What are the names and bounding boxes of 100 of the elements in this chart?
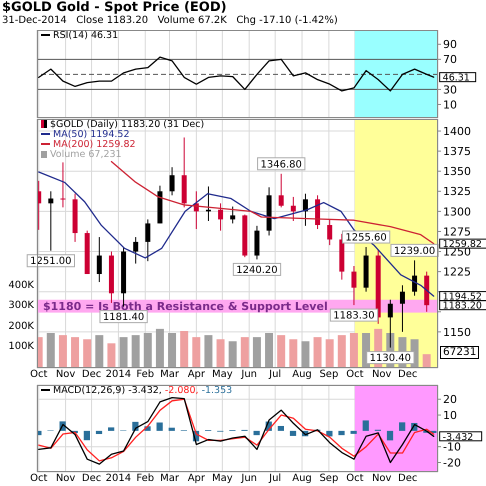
bar [290,430,296,436]
x-tick-label: Jun [240,369,258,380]
x-tick-label: Oct [346,473,364,484]
candlestick [351,265,356,306]
bar [156,328,164,368]
bar [132,335,140,368]
bar [350,333,358,368]
y-tick-label: 20 [443,393,457,406]
y-tick-label: 1350 [443,165,471,178]
y-tick-label: 1400 [443,124,471,138]
bar [265,333,274,368]
annotation: 1194.52 [442,292,482,303]
annotation: 1346.80 [260,159,302,170]
bar [254,430,260,436]
y-tick-label: 1325 [443,185,471,198]
bar [301,341,310,368]
candlestick [400,284,405,332]
candlestick [290,196,296,222]
candlestick [412,260,418,296]
candlestick [278,173,284,208]
bar [314,337,322,368]
bar [278,426,284,431]
y2-tick-label: 400K [8,280,34,292]
y-tick-label: -10 [443,440,461,454]
bar [350,430,357,434]
x-tick-label: Aug [292,473,312,484]
y-tick-label: 10 [443,408,457,422]
bar [120,337,128,368]
bar [216,339,225,368]
x-tick-label: Dec [82,473,102,484]
candlestick [145,218,150,262]
y2-tick-label: 200K [8,320,34,333]
x-tick-label: Nov [56,473,76,484]
y2-tick-label: 100K [8,341,34,354]
bar [422,354,431,368]
annotation: 1240.20 [236,264,278,276]
annotation: 1181.40 [102,312,144,324]
bar [338,430,345,436]
bar [386,430,394,440]
y-tick-label: 70 [443,53,457,66]
legend-label: MA(200) 1259.82 [53,139,136,150]
bar [96,430,102,434]
candlestick [96,236,102,283]
bar [168,428,175,431]
legend-label: RSI(14) 46.31 [53,30,118,41]
bar [399,422,406,431]
text: -1.353 [200,385,232,396]
x-tick-label: Dec [398,369,418,380]
bar [58,335,67,368]
y2-tick-label: 300K [8,300,34,312]
y-tick-label: 1150 [443,326,471,339]
legend-title: MACD(12,26,9) [53,385,126,396]
x-tick-label: Nov [56,369,76,380]
band-label: $1180 = Is Both a Resistance & Support Level [43,300,328,314]
x-tick-label: Oct [30,369,48,380]
y-tick-label: 1375 [443,145,471,158]
annotation: 1239.00 [394,246,436,257]
bar [326,339,334,368]
x-tick-label: Oct [346,369,364,380]
series-label: -3.432, [127,385,162,396]
bar [108,427,114,431]
y-tick-label: 1300 [443,205,471,218]
bar [204,335,212,368]
text: 67231 [440,346,480,359]
x-tick-label: Aug [292,369,312,380]
annotation: 46.31 [442,72,470,84]
legend-label: $GOLD (Daily) 1183.20 (31 Dec) [50,119,204,130]
line-series [38,56,434,92]
legend-label: MA(50) 1194.52 [53,129,130,140]
x-tick-label: Feb [136,369,154,380]
annotation: 1183.30 [333,310,375,322]
annotation: 1255.60 [345,232,387,244]
bar [84,430,90,440]
x-tick-label: Mar [160,369,180,380]
x-tick-label: 2014 [106,369,132,380]
y-tick-label: -20 [443,456,461,470]
candlestick [60,162,66,208]
candlestick [230,206,236,224]
candlestick [133,236,138,264]
bar [362,420,369,431]
x-tick-label: Mar [160,473,180,484]
candlestick [218,202,224,232]
y-tick-label: 10 [443,98,457,112]
annotation: 1251.00 [30,256,72,268]
chart-subtitle: 31-Dec-2014 Close 1183.20 Volume 67.2K Chg -17.10 (-1.42%) [2,15,339,27]
x-tick-label: Jul [268,369,282,380]
candlestick [327,218,332,246]
x-tick-label: Jul [268,473,282,484]
annotation: 1130.40 [370,353,412,364]
y-tick-label: 30 [443,83,457,96]
candlestick [206,186,211,222]
bar [95,335,104,368]
x-tick-label: Apr [188,473,206,484]
bar [71,337,80,368]
bar [156,422,163,431]
x-tick-label: Jun [240,473,258,484]
x-tick-label: Nov [372,473,392,484]
legend-label: Volume 67,231 [50,149,122,160]
bar [107,343,116,368]
bar [240,337,249,368]
